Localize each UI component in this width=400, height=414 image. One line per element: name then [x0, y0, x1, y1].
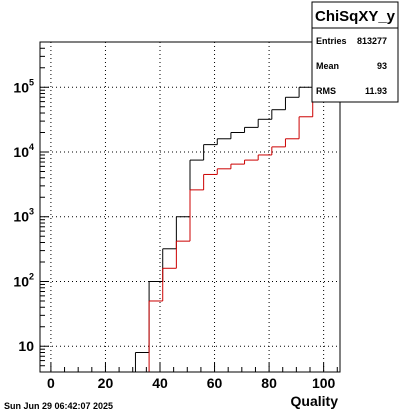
stats-title: ChiSqXY_y — [315, 8, 396, 25]
x-tick-label: 40 — [152, 375, 168, 391]
stats-box: ChiSqXY_y Entries 813277 Mean 93 RMS 11.… — [311, 1, 399, 103]
x-axis-title: Quality — [291, 393, 339, 409]
y-tick-label: 104 — [13, 142, 34, 160]
y-tick-label: 103 — [13, 207, 34, 225]
x-tick-label: 0 — [47, 375, 55, 391]
footer-timestamp: Sun Jun 29 06:42:07 2025 — [4, 401, 113, 411]
plot-frame — [39, 41, 341, 373]
x-tick-label: 80 — [261, 375, 277, 391]
histogram-series — [40, 68, 340, 373]
stats-entries-value: 813277 — [357, 36, 387, 46]
x-tick-labels: 0 20 40 60 80 100 — [47, 375, 336, 391]
y-tick-label: 10 — [18, 338, 34, 354]
stats-rms-label: RMS — [316, 86, 336, 96]
x-tick-label: 60 — [207, 375, 223, 391]
stats-box-frame — [311, 1, 399, 103]
x-tick-label: 100 — [312, 375, 336, 391]
y-tick-label: 102 — [13, 271, 34, 289]
axis-ticks — [40, 41, 338, 372]
stats-rms-value: 11.93 — [365, 86, 387, 96]
stats-entries-label: Entries — [316, 36, 347, 46]
y-tick-label: 105 — [13, 77, 34, 95]
y-tick-labels: 10 102 103 104 105 — [13, 77, 34, 354]
x-tick-label: 20 — [98, 375, 114, 391]
stats-mean-value: 93 — [377, 61, 387, 71]
stats-mean-label: Mean — [316, 61, 339, 71]
